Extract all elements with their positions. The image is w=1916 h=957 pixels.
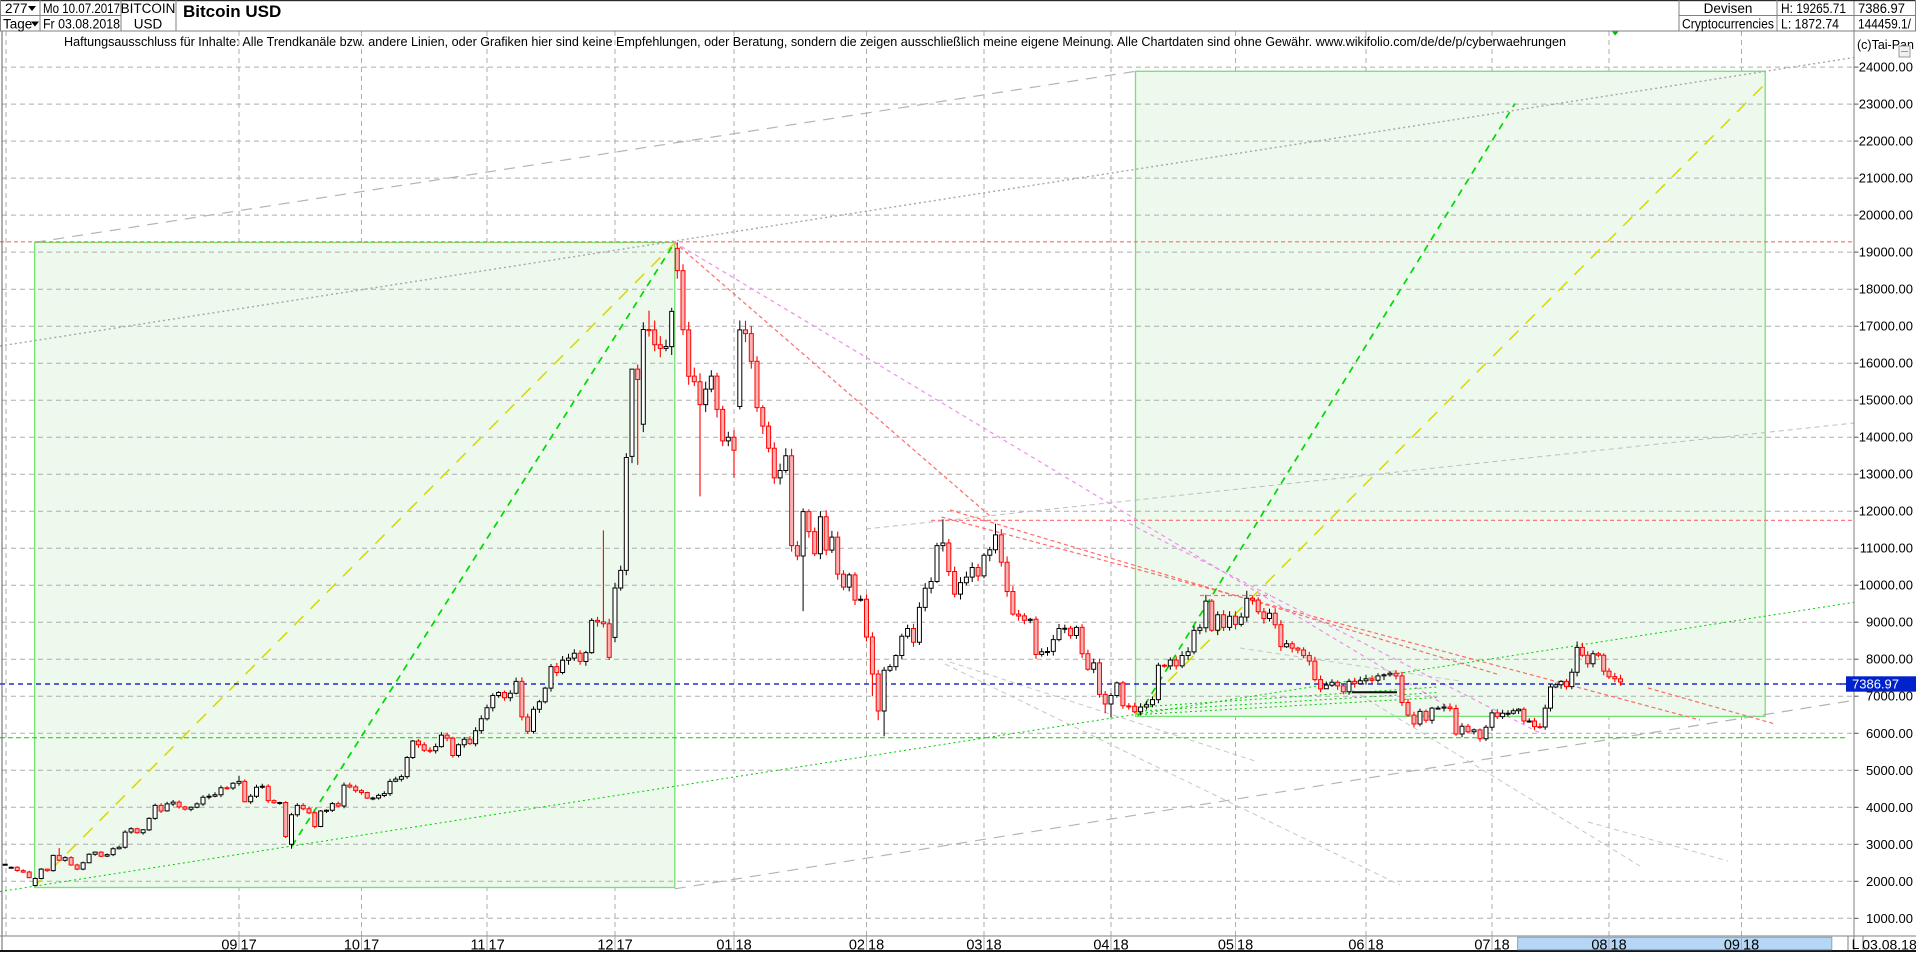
svg-text:BITCOIN: BITCOIN [121, 1, 176, 16]
svg-text:07: 07 [1474, 937, 1490, 952]
svg-text:18: 18 [986, 937, 1002, 952]
svg-text:18000.00: 18000.00 [1859, 282, 1913, 297]
svg-text:14000.00: 14000.00 [1859, 430, 1913, 445]
svg-text:12: 12 [597, 937, 613, 952]
svg-text:2000.00: 2000.00 [1866, 874, 1913, 889]
svg-text:5000.00: 5000.00 [1866, 763, 1913, 778]
svg-text:15000.00: 15000.00 [1859, 393, 1913, 408]
svg-text:18: 18 [868, 937, 884, 952]
svg-text:18: 18 [1743, 937, 1759, 952]
svg-text:17: 17 [617, 937, 633, 952]
svg-text:18: 18 [1611, 937, 1627, 952]
svg-text:17000.00: 17000.00 [1859, 319, 1913, 334]
svg-text:Cryptocurrencies: Cryptocurrencies [1682, 17, 1774, 32]
svg-text:7386.97: 7386.97 [1852, 677, 1899, 692]
svg-text:05: 05 [1218, 937, 1234, 952]
svg-text:6000.00: 6000.00 [1866, 726, 1913, 741]
svg-text:18: 18 [1494, 937, 1510, 952]
svg-text:11000.00: 11000.00 [1860, 541, 1913, 556]
svg-text:12000.00: 12000.00 [1859, 504, 1913, 519]
svg-text:06: 06 [1348, 937, 1364, 952]
svg-text:7386.97: 7386.97 [1858, 1, 1905, 16]
svg-text:19000.00: 19000.00 [1859, 245, 1913, 260]
svg-text:11: 11 [470, 937, 485, 952]
svg-text:09: 09 [1724, 937, 1740, 952]
svg-text:02: 02 [849, 937, 865, 952]
svg-text:22000.00: 22000.00 [1859, 134, 1913, 149]
svg-text:08: 08 [1591, 937, 1607, 952]
svg-text:Haftungsausschluss für Inhalte: Haftungsausschluss für Inhalte: Alle Tre… [64, 34, 1566, 49]
svg-text:144459.1/: 144459.1/ [1858, 17, 1911, 32]
svg-text:Mo 10.07.2017: Mo 10.07.2017 [43, 1, 120, 16]
svg-text:03.08.18: 03.08.18 [1862, 936, 1916, 952]
svg-text:10000.00: 10000.00 [1859, 578, 1913, 593]
svg-text:9000.00: 9000.00 [1866, 615, 1913, 630]
svg-text:Fr 03.08.2018: Fr 03.08.2018 [43, 17, 120, 32]
svg-text:13000.00: 13000.00 [1859, 467, 1913, 482]
svg-text:09: 09 [221, 937, 237, 952]
svg-text:21000.00: 21000.00 [1859, 171, 1913, 186]
svg-text:20000.00: 20000.00 [1859, 208, 1913, 223]
svg-text:L: L [1852, 936, 1860, 952]
svg-text:10: 10 [344, 937, 360, 952]
svg-text:3000.00: 3000.00 [1866, 837, 1913, 852]
svg-text:4000.00: 4000.00 [1866, 800, 1913, 815]
svg-text:1000.00: 1000.00 [1866, 911, 1913, 926]
svg-text:17: 17 [241, 937, 257, 952]
svg-text:18: 18 [1368, 937, 1384, 952]
svg-text:Tage: Tage [3, 17, 32, 32]
svg-text:L: 1872.74: L: 1872.74 [1781, 17, 1839, 32]
svg-text:16000.00: 16000.00 [1859, 356, 1913, 371]
svg-text:8000.00: 8000.00 [1866, 652, 1913, 667]
svg-text:01: 01 [716, 937, 732, 952]
svg-text:Devisen: Devisen [1704, 1, 1753, 16]
svg-text:18: 18 [1113, 937, 1129, 952]
svg-text:17: 17 [363, 937, 379, 952]
svg-text:H: 19265.71: H: 19265.71 [1781, 1, 1846, 16]
svg-text:24000.00: 24000.00 [1859, 60, 1913, 75]
svg-text:17: 17 [489, 937, 505, 952]
svg-text:Bitcoin USD: Bitcoin USD [183, 2, 281, 21]
svg-text:03: 03 [966, 937, 982, 952]
svg-text:USD: USD [134, 17, 163, 32]
svg-text:277: 277 [5, 1, 28, 16]
svg-text:18: 18 [1237, 937, 1253, 952]
svg-text:23000.00: 23000.00 [1859, 97, 1913, 112]
svg-text:18: 18 [736, 937, 752, 952]
svg-text:04: 04 [1093, 937, 1109, 952]
